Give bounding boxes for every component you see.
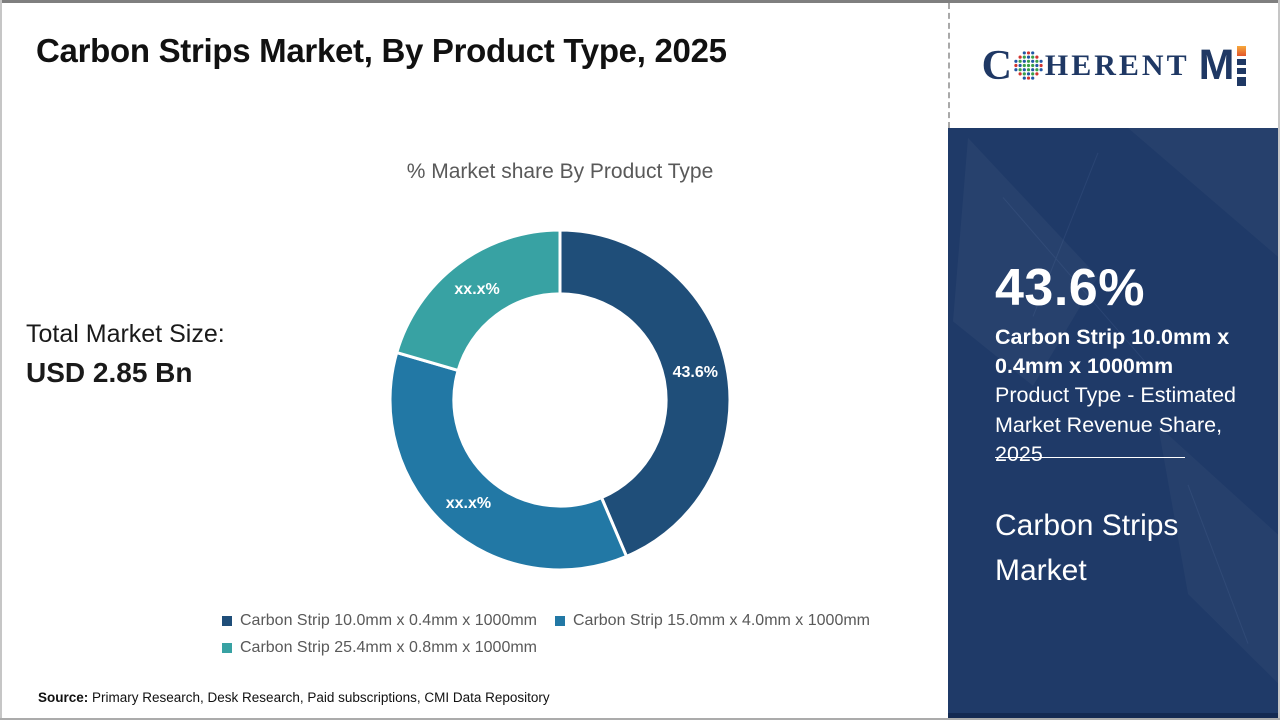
stat-label: Total Market Size:: [26, 320, 225, 348]
legend-label: Carbon Strip 25.4mm x 0.8mm x 1000mm: [240, 639, 537, 656]
donut-slice-1: [388, 351, 629, 572]
chart-legend: Carbon Strip 10.0mm x 0.4mm x 1000mm Carb…: [222, 612, 870, 657]
frame-border-bottom: [0, 718, 1280, 720]
total-market-size-block: Total Market Size: USD 2.85 Bn: [26, 320, 225, 389]
sidebar-panel: 43.6% Carbon Strip 10.0mm x 0.4mm x 1000…: [948, 128, 1278, 718]
globe-dots-icon: [1014, 51, 1043, 80]
frame-border-left: [0, 0, 2, 720]
legend-label: Carbon Strip 15.0mm x 4.0mm x 1000mm: [573, 612, 870, 629]
legend-marker-icon: [555, 616, 565, 626]
source-text: Primary Research, Desk Research, Paid su…: [88, 690, 550, 705]
legend-marker-icon: [222, 616, 232, 626]
source-label: Source:: [38, 690, 89, 705]
donut-slice-label-2: xx.x%: [454, 281, 499, 298]
highlight-description: Product Type - Estimated Market Revenue …: [995, 383, 1236, 437]
highlight-year-row: 2025: [995, 440, 1246, 469]
donut-slice-label-1: xx.x%: [446, 495, 491, 512]
sidebar-content: 43.6% Carbon Strip 10.0mm x 0.4mm x 1000…: [948, 128, 1278, 593]
underline-rule: [995, 456, 1185, 458]
logo-i-navy-segment: [1237, 67, 1247, 74]
panel-market-title: Carbon Strips Market: [995, 509, 1179, 588]
donut-slice-2: [395, 228, 562, 372]
map-texture: [953, 137, 1249, 644]
logo-row: C HERENT M: [982, 44, 1247, 87]
chart-title: % Market share By Product Type: [406, 160, 714, 183]
legend-item-1: Carbon Strip 15.0mm x 4.0mm x 1000mm: [555, 612, 870, 630]
highlight-year: 2025: [995, 441, 1043, 466]
page-title: Carbon Strips Market, By Product Type, 2…: [36, 32, 727, 69]
source-note: Source: Primary Research, Desk Research,…: [38, 690, 550, 705]
logo-text-m: M: [1198, 41, 1235, 89]
highlight-percentage: 43.6%: [995, 259, 1145, 317]
logo-i-orange-segment: [1237, 45, 1247, 56]
logo-text-herent: HERENT: [1044, 48, 1190, 82]
highlight-product: Carbon Strip 10.0mm x 0.4mm x 1000mm: [995, 325, 1230, 379]
logo-text-c: C: [981, 42, 1012, 89]
stat-value: USD 2.85 Bn: [26, 357, 193, 388]
legend-marker-icon: [222, 643, 232, 653]
donut-slice-label-0: 43.6%: [673, 364, 718, 381]
legend-item-0: Carbon Strip 10.0mm x 0.4mm x 1000mm: [222, 612, 537, 630]
frame-border-top: [0, 0, 1280, 3]
logo-i-navy-segment: [1237, 58, 1247, 65]
legend-item-2: Carbon Strip 25.4mm x 0.8mm x 1000mm: [222, 639, 537, 657]
donut-slice-0: [558, 228, 732, 558]
legend-label: Carbon Strip 10.0mm x 0.4mm x 1000mm: [240, 612, 537, 629]
frame-border-right: [1278, 0, 1280, 720]
logo: C HERENT M: [948, 3, 1278, 128]
logo-i-navy-segment: [1237, 76, 1247, 86]
logo-i-bar-icon: [1237, 45, 1247, 86]
donut-chart: 43.6% xx.x% xx.x%: [388, 228, 732, 572]
